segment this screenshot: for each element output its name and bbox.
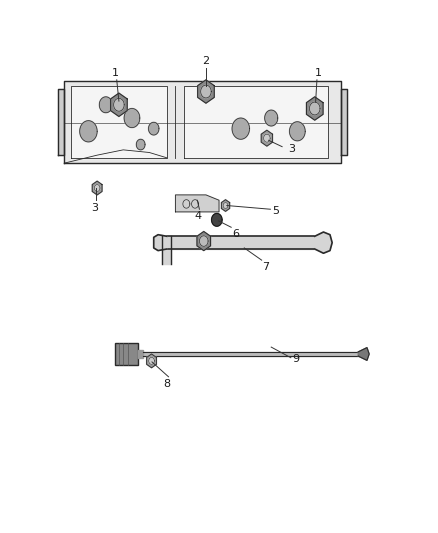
Text: 7: 7 <box>262 262 270 272</box>
Polygon shape <box>92 181 102 195</box>
Polygon shape <box>199 236 208 246</box>
Text: 1: 1 <box>315 68 322 78</box>
Text: 9: 9 <box>292 354 299 364</box>
Polygon shape <box>111 93 127 116</box>
Text: 4: 4 <box>194 212 201 221</box>
Polygon shape <box>162 236 171 264</box>
Polygon shape <box>138 350 143 358</box>
Polygon shape <box>148 122 159 135</box>
Polygon shape <box>290 122 305 141</box>
Polygon shape <box>315 232 332 253</box>
Polygon shape <box>212 214 222 226</box>
Polygon shape <box>71 86 167 158</box>
Polygon shape <box>124 109 140 127</box>
Polygon shape <box>154 235 167 251</box>
Polygon shape <box>341 89 347 155</box>
Polygon shape <box>358 348 369 360</box>
Text: 6: 6 <box>232 229 239 239</box>
Polygon shape <box>264 134 270 142</box>
Polygon shape <box>232 118 250 139</box>
Polygon shape <box>143 352 358 356</box>
Text: 2: 2 <box>202 56 209 66</box>
Polygon shape <box>64 81 341 163</box>
Polygon shape <box>261 130 272 146</box>
Polygon shape <box>198 80 214 103</box>
Text: 1: 1 <box>112 68 119 78</box>
Bar <box>115 343 138 365</box>
Text: 5: 5 <box>272 206 279 216</box>
Polygon shape <box>136 139 145 150</box>
Text: 3: 3 <box>288 144 295 154</box>
Polygon shape <box>80 120 97 142</box>
Polygon shape <box>223 203 228 208</box>
Text: 8: 8 <box>163 379 170 389</box>
Polygon shape <box>201 85 211 98</box>
Polygon shape <box>167 236 315 249</box>
Polygon shape <box>176 195 219 212</box>
Polygon shape <box>113 99 124 111</box>
Polygon shape <box>94 184 100 191</box>
Polygon shape <box>221 200 230 212</box>
Polygon shape <box>184 86 328 158</box>
Polygon shape <box>265 110 278 126</box>
Polygon shape <box>310 102 320 115</box>
Text: 3: 3 <box>92 203 99 213</box>
Polygon shape <box>307 97 323 120</box>
Polygon shape <box>58 89 64 155</box>
Polygon shape <box>149 358 154 365</box>
Polygon shape <box>147 354 156 368</box>
Polygon shape <box>197 231 211 251</box>
Polygon shape <box>99 97 113 113</box>
